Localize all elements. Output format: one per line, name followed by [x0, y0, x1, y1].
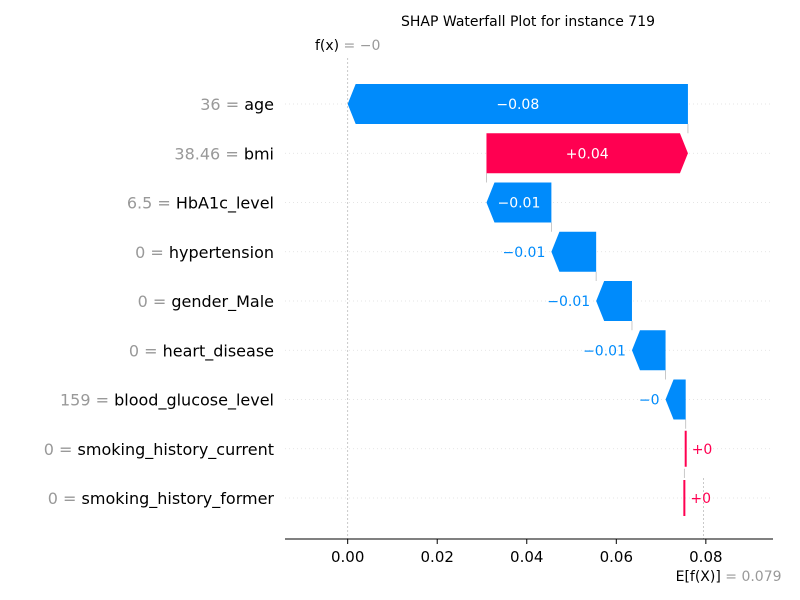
efx-prefix: E[f(X)]	[676, 569, 726, 585]
fx-value: = −0	[344, 38, 381, 54]
bar-label-gender_Male: −0.01	[547, 294, 590, 310]
feature-value: 6.5 =	[127, 194, 176, 213]
bar-label-age: −0.08	[496, 97, 539, 113]
reference-lines	[347, 58, 705, 539]
feature-value: 0 =	[135, 243, 169, 262]
feature-label-heart_disease: 0 = heart_disease	[129, 341, 274, 361]
bar-label-HbA1c_level: −0.01	[497, 196, 540, 212]
feature-name: heart_disease	[163, 341, 274, 361]
bar-label-hypertension: −0.01	[502, 245, 545, 261]
feature-value: 36 =	[200, 95, 244, 114]
feature-name: age	[244, 95, 274, 114]
feature-labels: 36 = age 38.46 = bmi 6.5 = HbA1c_level 0 = …	[44, 95, 275, 509]
fx-prefix: f(x)	[315, 38, 344, 54]
bar-age	[347, 84, 688, 124]
bar-label-bmi: +0.04	[566, 146, 609, 162]
feature-name: hypertension	[169, 243, 274, 262]
x-tick-label: 0.00	[331, 548, 364, 566]
feature-name: bmi	[244, 144, 274, 163]
feature-value: 0 =	[138, 292, 172, 311]
feature-value: 159 =	[60, 391, 114, 410]
feature-value: 0 =	[48, 489, 82, 508]
feature-name: gender_Male	[171, 292, 274, 312]
feature-name: blood_glucose_level	[114, 391, 274, 411]
bar-gender_Male	[596, 281, 632, 321]
feature-name: HbA1c_level	[176, 194, 274, 214]
feature-label-gender_Male: 0 = gender_Male	[138, 292, 274, 312]
bar-HbA1c_level	[486, 182, 552, 223]
efx-annotation: E[f(X)] = 0.079	[676, 569, 782, 585]
bar-heart_disease	[631, 330, 666, 371]
bar-bmi	[486, 133, 688, 174]
bar-label-heart_disease: −0.01	[583, 343, 626, 359]
feature-label-hypertension: 0 = hypertension	[135, 243, 274, 262]
feature-value: 0 =	[44, 440, 78, 459]
x-tick-label: 0.06	[600, 548, 633, 566]
feature-value: 0 =	[129, 341, 163, 360]
efx-label: E[f(X)] = 0.079	[676, 569, 782, 585]
feature-label-bmi: 38.46 = bmi	[174, 144, 274, 163]
feature-label-smoking_history_current: 0 = smoking_history_current	[44, 440, 274, 460]
bar-label-smoking_history_former: +0	[690, 491, 711, 507]
bar-label-blood_glucose_level: −0	[639, 393, 660, 409]
x-axis: 0.00 0.02 0.04 0.06 0.08	[285, 538, 773, 566]
x-tick-label: 0.04	[510, 548, 543, 566]
fx-label: f(x) = −0	[315, 38, 380, 54]
chart-title: SHAP Waterfall Plot for instance 719	[401, 14, 655, 30]
bars-group: −0.08 +0.04 −0.01 −0.01 −0.01 −0.01 −0 +0 +0	[347, 84, 713, 516]
efx-value: = 0.079	[725, 569, 781, 585]
feature-label-age: 36 = age	[200, 95, 274, 114]
bar-label-smoking_history_current: +0	[692, 442, 713, 458]
feature-name: smoking_history_former	[82, 489, 275, 509]
feature-value: 38.46 =	[174, 144, 243, 163]
x-tick-label: 0.02	[421, 548, 454, 566]
feature-label-blood_glucose_level: 159 = blood_glucose_level	[60, 391, 274, 411]
feature-name: smoking_history_current	[78, 440, 274, 460]
bar-blood_glucose_level	[665, 379, 686, 420]
fx-annotation: f(x) = −0	[315, 38, 380, 54]
bar-hypertension	[551, 231, 597, 272]
feature-label-smoking_history_former: 0 = smoking_history_former	[48, 489, 275, 509]
feature-label-HbA1c_level: 6.5 = HbA1c_level	[127, 194, 274, 214]
x-tick-label: 0.08	[689, 548, 722, 566]
